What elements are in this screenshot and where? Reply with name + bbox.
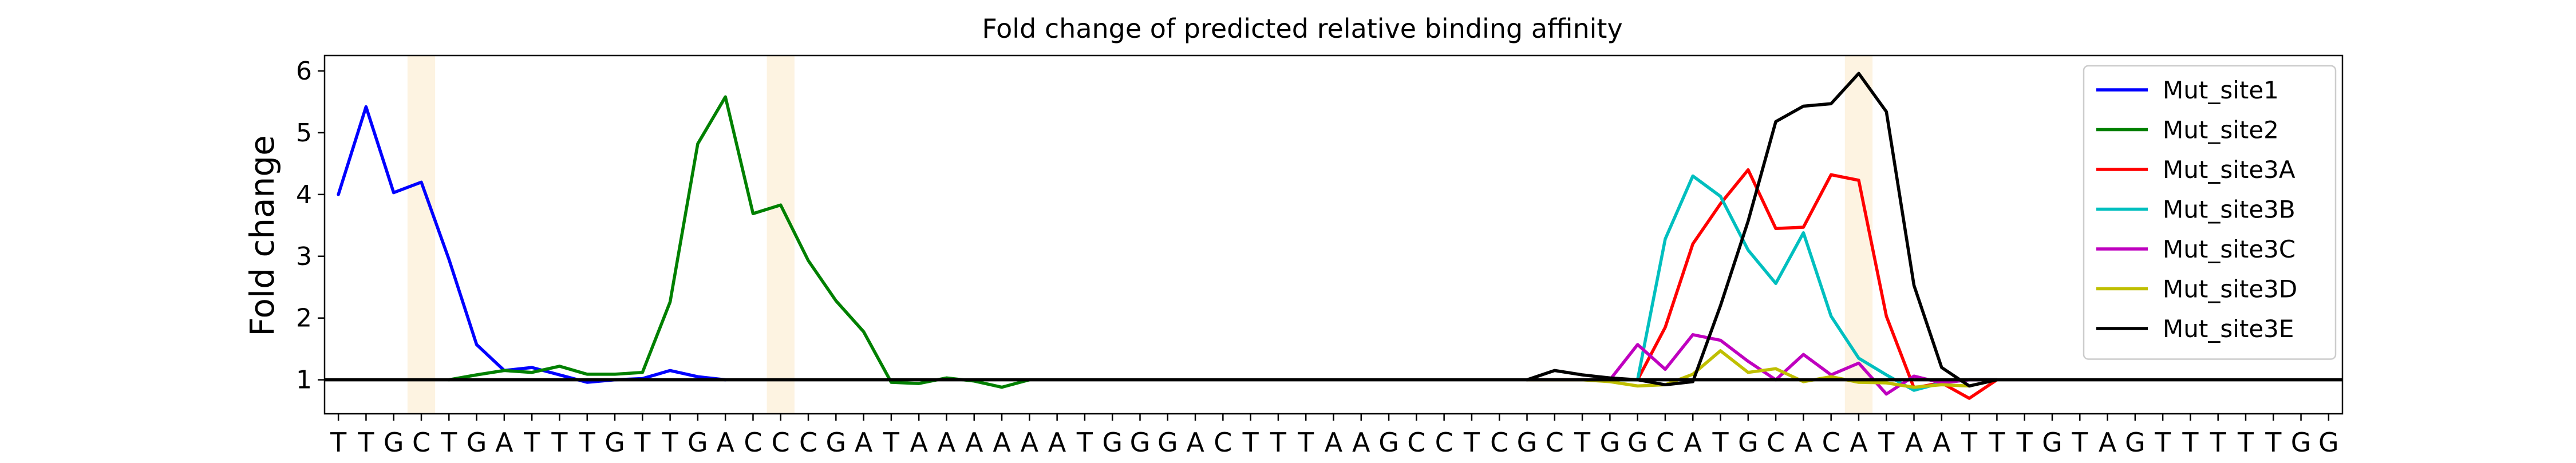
x-tick-label: C	[772, 427, 790, 458]
legend-label: Mut_site3D	[2163, 275, 2297, 303]
x-tick-label: T	[440, 427, 457, 458]
x-tick-label: A	[1048, 427, 1066, 458]
x-tick-label: T	[523, 427, 540, 458]
x-tick-label: A	[716, 427, 734, 458]
legend-box	[2083, 65, 2337, 360]
x-tick-label: T	[634, 427, 651, 458]
x-tick-label: G	[2042, 427, 2063, 458]
x-tick-label: A	[1021, 427, 1039, 458]
legend-label: Mut_site3C	[2163, 235, 2296, 263]
x-tick-label: A	[1850, 427, 1868, 458]
chart-title: Fold change of predicted relative bindin…	[982, 13, 1622, 44]
x-tick-label: G	[2291, 427, 2312, 458]
x-tick-label: G	[467, 427, 487, 458]
x-tick-label: T	[2237, 427, 2254, 458]
x-tick-label: T	[357, 427, 374, 458]
x-tick-label: C	[1546, 427, 1564, 458]
x-tick-label: A	[1352, 427, 1370, 458]
y-tick-label: 1	[296, 366, 312, 395]
highlight-band-1	[407, 56, 436, 414]
x-tick-label: T	[1242, 427, 1259, 458]
x-tick-label: A	[1186, 427, 1204, 458]
series-line-mut-site1	[337, 105, 727, 384]
legend-label: Mut_site3E	[2163, 315, 2294, 343]
x-tick-label: A	[938, 427, 956, 458]
legend-label: Mut_site2	[2163, 116, 2279, 144]
highlight-band-2	[767, 56, 795, 414]
y-tick-label: 3	[296, 242, 312, 271]
x-tick-label: C	[412, 427, 430, 458]
y-axis-label: Fold change	[243, 135, 282, 337]
x-tick-label: G	[1157, 427, 1178, 458]
x-tick-label: G	[825, 427, 846, 458]
x-tick-label: T	[1574, 427, 1591, 458]
x-tick-label: A	[1933, 427, 1951, 458]
y-tick-label: 4	[296, 180, 312, 209]
x-tick-label: C	[744, 427, 762, 458]
x-tick-label: T	[2265, 427, 2282, 458]
x-tick-label: T	[1076, 427, 1093, 458]
x-tick-label: G	[605, 427, 625, 458]
highlight-band-3	[1844, 56, 1873, 414]
x-tick-label: A	[855, 427, 873, 458]
x-tick-label: T	[1270, 427, 1287, 458]
x-tick-label: G	[2125, 427, 2146, 458]
x-tick-label: T	[2016, 427, 2033, 458]
legend-label: Mut_site3A	[2163, 156, 2296, 184]
x-tick-label: C	[1822, 427, 1840, 458]
x-tick-label: A	[1795, 427, 1813, 458]
x-tick-label: T	[1988, 427, 2005, 458]
x-tick-label: T	[1878, 427, 1895, 458]
x-tick-label: G	[1600, 427, 1621, 458]
x-tick-label: T	[1297, 427, 1314, 458]
y-tick-label: 6	[296, 57, 312, 86]
x-tick-label: A	[965, 427, 983, 458]
x-tick-label: G	[2318, 427, 2339, 458]
x-tick-label: G	[1130, 427, 1151, 458]
x-tick-label: G	[1102, 427, 1123, 458]
x-tick-label: C	[1656, 427, 1674, 458]
x-tick-label: G	[1627, 427, 1648, 458]
x-tick-label: T	[2210, 427, 2227, 458]
x-tick-label: T	[330, 427, 347, 458]
y-tick-label: 2	[296, 304, 312, 333]
x-tick-label: G	[1738, 427, 1759, 458]
x-tick-label: C	[1407, 427, 1425, 458]
x-tick-label: C	[1490, 427, 1508, 458]
x-tick-label: A	[910, 427, 928, 458]
x-tick-label: G	[1517, 427, 1538, 458]
chart-legend: Mut_site1 Mut_site2 Mut_site3A Mut_site3B Mu…	[2083, 65, 2337, 360]
x-tick-label: A	[2099, 427, 2117, 458]
legend-label: Mut_site3B	[2163, 196, 2296, 224]
x-tick-label: A	[1905, 427, 1923, 458]
x-tick-label: A	[993, 427, 1011, 458]
x-tick-label: T	[1463, 427, 1480, 458]
x-tick-label: T	[2182, 427, 2199, 458]
y-tick-label: 5	[296, 118, 312, 148]
x-tick-label: G	[384, 427, 404, 458]
x-tick-label: T	[579, 427, 596, 458]
x-tick-label: A	[495, 427, 513, 458]
x-tick-label: G	[1378, 427, 1399, 458]
x-tick-label: T	[2071, 427, 2088, 458]
x-tick-label: T	[1961, 427, 1978, 458]
x-tick-label: T	[1712, 427, 1729, 458]
legend-label: Mut_site1	[2163, 76, 2279, 104]
x-tick-label: C	[1767, 427, 1785, 458]
x-tick-label: G	[688, 427, 708, 458]
x-tick-label: T	[551, 427, 568, 458]
x-tick-label: C	[1214, 427, 1232, 458]
x-tick-label: A	[1325, 427, 1343, 458]
x-tick-label: A	[1684, 427, 1702, 458]
x-tick-label: C	[1435, 427, 1453, 458]
x-tick-label: T	[883, 427, 900, 458]
x-tick-label: T	[2154, 427, 2171, 458]
series-line-mut-site3e	[1525, 72, 1999, 388]
x-tick-label: C	[799, 427, 817, 458]
x-tick-label: T	[662, 427, 679, 458]
